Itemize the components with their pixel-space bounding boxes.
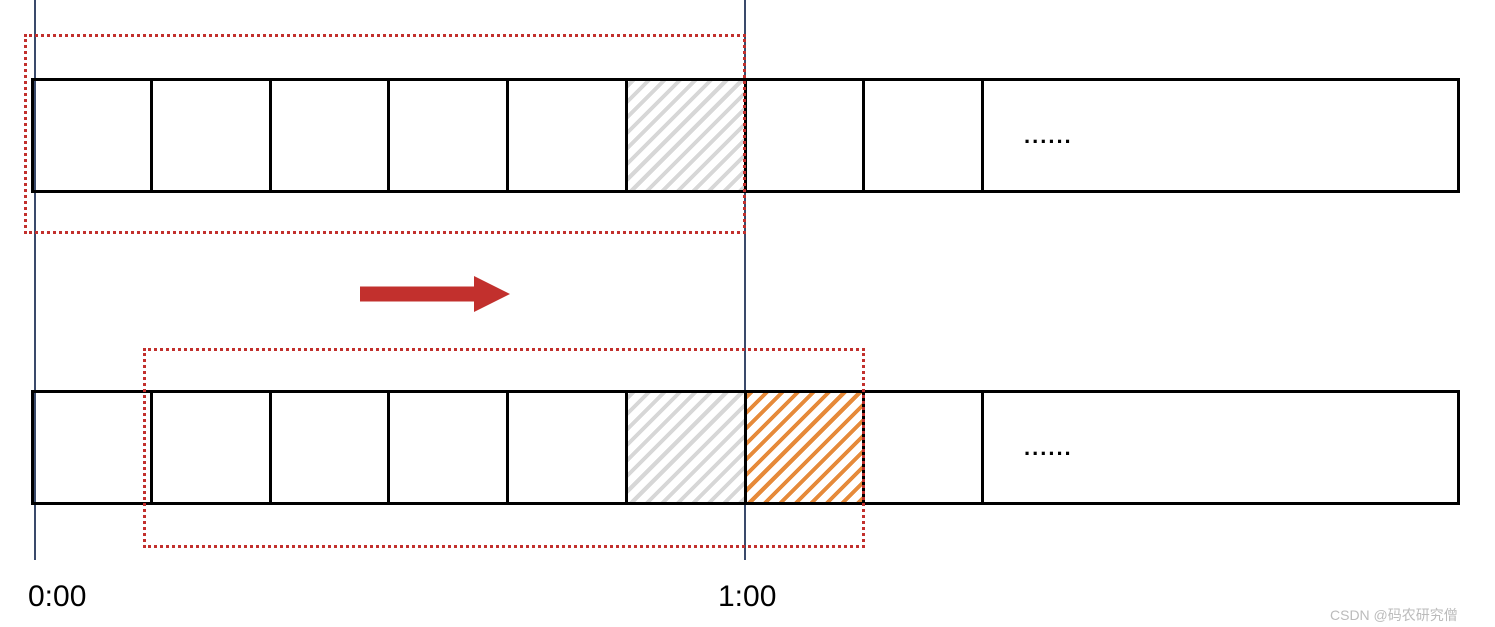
slide-arrow-icon — [360, 276, 510, 312]
row-top-cell-6 — [747, 81, 866, 190]
row-top-cell-7 — [865, 81, 984, 190]
row-bottom-cell-0 — [34, 393, 153, 502]
window-top — [24, 34, 746, 234]
row-bottom-cell-7 — [865, 393, 984, 502]
watermark-text: CSDN @码农研究僧 — [1330, 605, 1458, 625]
diagram-stage: ............ 0:00 1:00 CSDN @码农研究僧 — [0, 0, 1495, 627]
row-bottom-cell-8: ...... — [984, 393, 1457, 502]
label-0: 0:00 — [28, 580, 86, 614]
label-1: 1:00 — [718, 580, 776, 614]
ellipsis-text: ...... — [1024, 123, 1073, 149]
window-bottom — [143, 348, 865, 548]
row-top-cell-8: ...... — [984, 81, 1457, 190]
ellipsis-text: ...... — [1024, 435, 1073, 461]
